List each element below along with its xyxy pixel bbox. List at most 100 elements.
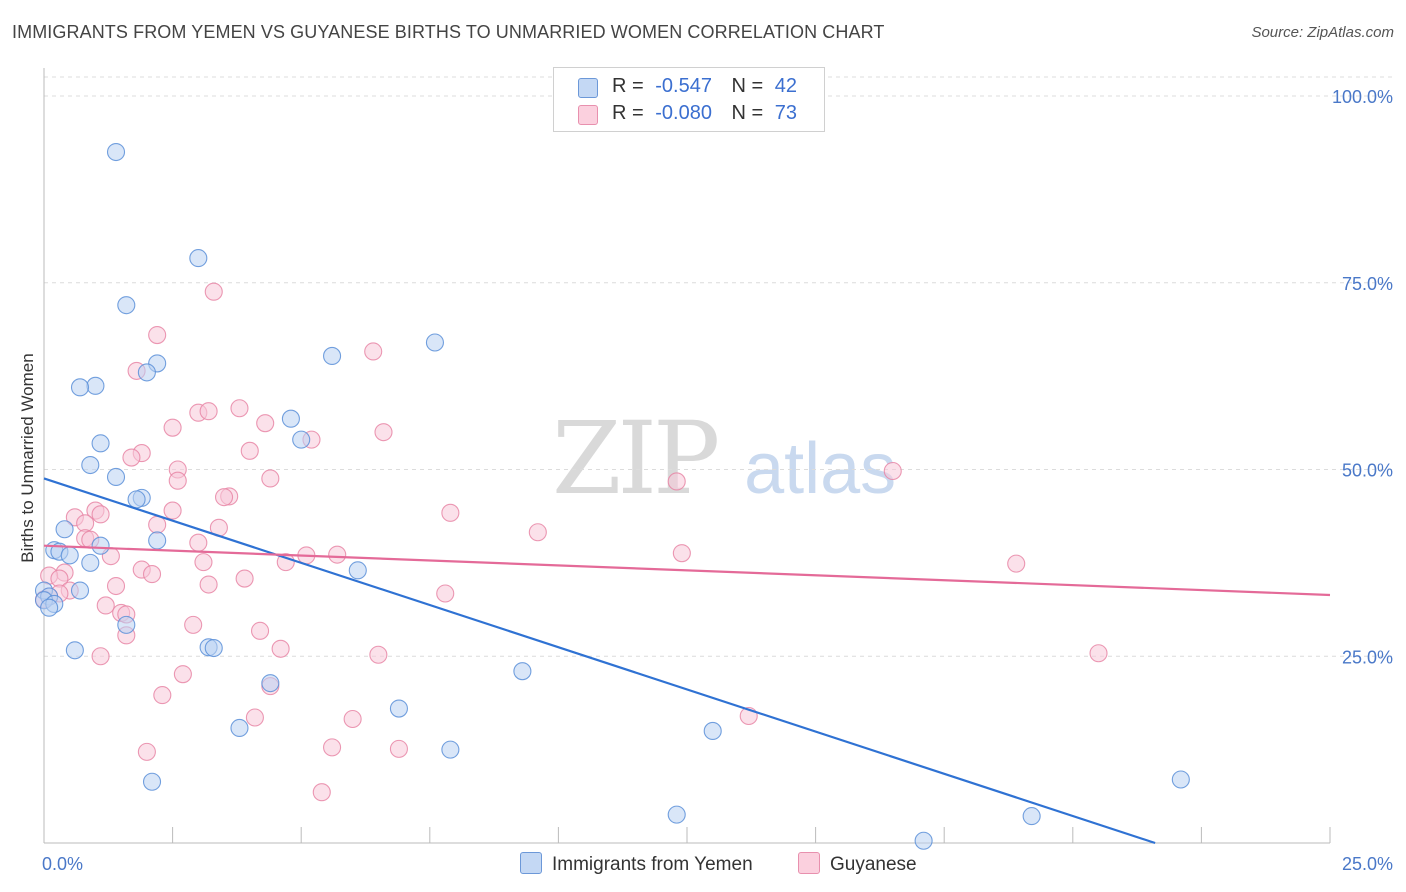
- point-immigrants-from-yemen: [70, 581, 90, 600]
- point-immigrants-from-yemen: [703, 721, 722, 741]
- point-immigrants-from-yemen: [142, 772, 162, 791]
- point-guyanese: [173, 665, 192, 684]
- point-guyanese: [142, 565, 162, 584]
- point-guyanese: [163, 501, 182, 520]
- point-guyanese: [199, 575, 218, 594]
- legend-r-label: R =: [612, 75, 644, 97]
- point-guyanese: [312, 783, 331, 802]
- point-immigrants-from-yemen: [667, 805, 686, 824]
- axes: [43, 68, 1331, 844]
- point-guyanese: [369, 645, 388, 664]
- point-immigrants-from-yemen: [513, 662, 532, 681]
- point-immigrants-from-yemen: [106, 467, 126, 487]
- trend-line-immigrants-from-yemen: [43, 477, 1156, 845]
- point-immigrants-from-yemen: [148, 531, 167, 550]
- point-guyanese: [91, 647, 110, 666]
- point-immigrants-from-yemen: [189, 249, 208, 268]
- point-immigrants-from-yemen: [55, 520, 74, 539]
- point-guyanese: [235, 569, 254, 588]
- bottom-legend-label-yemen: Immigrants from Yemen: [552, 854, 753, 875]
- bottom-legend-swatch-guyanese: [798, 852, 820, 874]
- point-guyanese: [153, 686, 172, 705]
- point-guyanese: [148, 325, 167, 345]
- point-guyanese: [883, 461, 902, 481]
- point-immigrants-from-yemen: [106, 142, 126, 162]
- watermark-zip: ZIP: [552, 400, 720, 517]
- point-guyanese: [214, 488, 234, 507]
- trend-line-guyanese: [43, 544, 1331, 597]
- point-guyanese: [323, 738, 342, 757]
- point-guyanese: [250, 621, 270, 640]
- point-immigrants-from-yemen: [65, 641, 84, 660]
- point-guyanese: [194, 553, 213, 572]
- legend: R = -0.547 N = 42 R = -0.080 N = 73: [553, 67, 825, 132]
- point-immigrants-from-yemen: [91, 434, 110, 453]
- y-tick-label: 100.0%: [1332, 87, 1393, 107]
- point-guyanese: [245, 708, 264, 727]
- point-immigrants-from-yemen: [261, 674, 280, 693]
- point-immigrants-from-yemen: [1171, 770, 1190, 789]
- point-immigrants-from-yemen: [70, 378, 90, 397]
- point-guyanese: [256, 414, 275, 433]
- y-tick-label: 50.0%: [1342, 461, 1393, 481]
- chart-title: IMMIGRANTS FROM YEMEN VS GUYANESE BIRTHS…: [12, 22, 885, 42]
- point-immigrants-from-yemen: [60, 546, 79, 565]
- bottom-legend-label-guyanese: Guyanese: [830, 854, 917, 875]
- point-guyanese: [271, 639, 290, 658]
- point-guyanese: [91, 505, 110, 524]
- legend-n-value: 73: [774, 102, 798, 124]
- point-guyanese: [261, 469, 280, 488]
- point-guyanese: [106, 576, 126, 596]
- point-immigrants-from-yemen: [281, 409, 300, 428]
- point-guyanese: [148, 515, 167, 534]
- point-immigrants-from-yemen: [323, 346, 342, 366]
- point-guyanese: [184, 615, 203, 634]
- point-guyanese: [328, 545, 347, 564]
- point-guyanese: [122, 448, 141, 467]
- point-guyanese: [199, 402, 218, 421]
- point-immigrants-from-yemen: [425, 333, 444, 352]
- point-immigrants-from-yemen: [204, 638, 223, 658]
- point-immigrants-from-yemen: [1022, 807, 1041, 826]
- point-immigrants-from-yemen: [127, 490, 146, 509]
- trend-lines: [43, 477, 1331, 845]
- point-guyanese: [1089, 644, 1108, 663]
- point-immigrants-from-yemen: [117, 615, 136, 634]
- legend-n-label: N =: [731, 75, 764, 97]
- tick-labels: 100.0% 75.0% 50.0% 25.0% 0.0% 25.0%: [42, 87, 1393, 874]
- point-immigrants-from-yemen: [91, 536, 110, 555]
- legend-r-label: R =: [612, 102, 644, 124]
- point-guyanese: [441, 503, 460, 522]
- point-immigrants-from-yemen: [348, 561, 367, 580]
- x-tick-label-min: 0.0%: [42, 854, 83, 874]
- point-guyanese: [436, 584, 455, 603]
- point-guyanese: [276, 553, 295, 572]
- legend-r-value: -0.080: [655, 102, 712, 124]
- point-guyanese: [137, 742, 156, 761]
- point-immigrants-from-yemen: [86, 376, 105, 395]
- point-immigrants-from-yemen: [81, 455, 100, 475]
- point-immigrants-from-yemen: [40, 598, 59, 617]
- point-immigrants-from-yemen: [389, 699, 408, 718]
- x-tick-label-max: 25.0%: [1342, 854, 1393, 874]
- point-guyanese: [168, 471, 187, 490]
- grid-lines: [44, 76, 1392, 657]
- point-guyanese: [163, 418, 182, 437]
- legend-swatch-yemen: [578, 78, 598, 98]
- point-guyanese: [364, 342, 383, 361]
- legend-n-value: 42: [774, 75, 798, 97]
- point-immigrants-from-yemen: [292, 430, 311, 449]
- point-immigrants-from-yemen: [441, 740, 460, 759]
- source-credit: Source: ZipAtlas.com: [1251, 24, 1394, 41]
- bottom-legend-guyanese: Guyanese: [798, 852, 917, 876]
- point-guyanese: [528, 523, 547, 542]
- bottom-legend-swatch-yemen: [520, 852, 542, 874]
- legend-swatch-guyanese: [578, 105, 598, 125]
- point-guyanese: [1007, 554, 1026, 573]
- point-guyanese: [204, 282, 223, 301]
- point-guyanese: [667, 472, 686, 491]
- point-guyanese: [374, 423, 393, 442]
- y-tick-label: 25.0%: [1342, 647, 1393, 667]
- data-points: [34, 142, 1190, 850]
